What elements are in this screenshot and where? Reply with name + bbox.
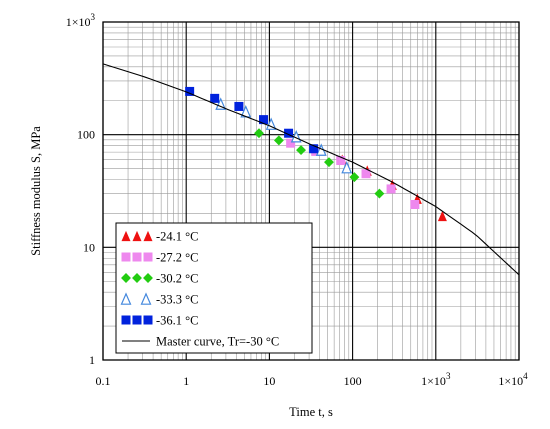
data-point <box>374 188 385 199</box>
data-point <box>265 117 277 130</box>
tick-label: 100 <box>77 128 95 142</box>
legend-entry: -36.1 °C <box>121 314 199 328</box>
series <box>102 63 520 276</box>
tick-label: 1 <box>183 374 189 388</box>
legend-marker <box>143 273 153 283</box>
legend-label: -24.1 °C <box>156 230 199 244</box>
data-point <box>349 172 360 183</box>
data-point <box>254 128 264 139</box>
data-point <box>296 145 306 156</box>
data-point <box>361 169 371 179</box>
tick-label: 1×103 <box>66 12 96 29</box>
legend-label: -33.3 °C <box>156 293 199 307</box>
y-tick-labels: 1 10 100 1×103 <box>66 12 96 367</box>
data-point <box>215 97 227 110</box>
tick-label: 1 <box>89 353 95 367</box>
data-point <box>259 115 269 125</box>
tick-label: 1×104 <box>498 371 528 388</box>
legend-marker <box>132 315 142 325</box>
data-point <box>437 210 447 222</box>
legend-box <box>115 222 313 354</box>
legend: -24.1 °C -27.2 °C -30.2 °C -33.3 °C -36.1 °C… <box>115 222 313 354</box>
series <box>254 128 385 199</box>
series <box>185 86 319 154</box>
data-point <box>309 144 319 154</box>
legend-entry: -33.3 °C <box>120 292 199 307</box>
legend-marker <box>143 315 153 325</box>
legend-marker <box>132 273 142 283</box>
legend-marker <box>121 230 131 242</box>
legend-marker <box>140 292 152 305</box>
x-tick-labels: 0.1 1 10 100 1×103 1×104 <box>96 371 529 388</box>
x-axis-label: Time t, s <box>289 405 333 419</box>
data-point <box>273 135 284 146</box>
legend-marker <box>132 252 142 262</box>
data-point <box>284 128 294 138</box>
legend-entry: -30.2 °C <box>121 272 199 286</box>
legend-label: -36.1 °C <box>156 314 199 328</box>
legend-label: Master curve, Tr=-30 °C <box>156 335 279 349</box>
legend-marker <box>132 230 142 242</box>
legend-marker <box>121 315 131 325</box>
data-point <box>341 160 353 174</box>
data-point <box>286 138 296 148</box>
y-axis-label: Stiffness modulus S, MPa <box>29 126 43 256</box>
tick-label: 1×103 <box>421 371 451 388</box>
tick-label: 10 <box>263 374 275 388</box>
master-curve-line <box>102 63 520 276</box>
series-layer <box>102 63 520 276</box>
data-point <box>234 101 244 111</box>
data-point <box>210 93 220 103</box>
legend-label: -27.2 °C <box>156 251 199 265</box>
series <box>215 97 353 174</box>
tick-label: 0.1 <box>96 374 111 388</box>
plot-frame <box>102 21 520 361</box>
data-point <box>336 155 346 165</box>
tick-label: 100 <box>344 374 362 388</box>
data-point <box>410 199 420 209</box>
legend-entry: -24.1 °C <box>121 230 199 244</box>
tick-label: 10 <box>83 240 95 254</box>
legend-entry: -27.2 °C <box>121 251 199 265</box>
legend-entry: Master curve, Tr=-30 °C <box>122 335 279 349</box>
legend-marker <box>121 252 131 262</box>
legend-marker <box>120 292 132 305</box>
legend-marker <box>143 230 153 242</box>
legend-label: -30.2 °C <box>156 272 199 286</box>
data-point <box>324 157 334 168</box>
data-point <box>386 184 396 194</box>
legend-marker <box>143 252 153 262</box>
legend-marker <box>121 273 131 283</box>
data-point <box>185 86 195 96</box>
